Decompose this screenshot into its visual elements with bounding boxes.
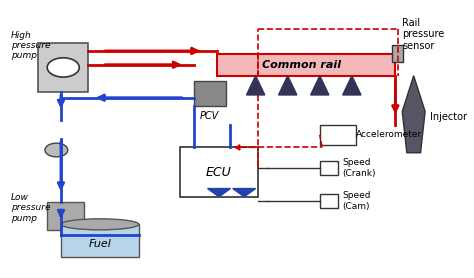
Text: PCV: PCV [200,111,219,121]
Polygon shape [343,76,361,95]
Text: Accelerometer: Accelerometer [356,130,423,139]
Circle shape [47,58,79,77]
Text: Speed
(Crank): Speed (Crank) [343,158,376,178]
Polygon shape [310,76,329,95]
Text: High
pressure
pump: High pressure pump [10,31,50,60]
Text: Low
pressure
pump: Low pressure pump [10,193,50,223]
Text: Rail
pressure
sensor: Rail pressure sensor [402,18,445,51]
FancyBboxPatch shape [320,194,338,208]
Polygon shape [246,76,265,95]
Ellipse shape [61,219,139,230]
FancyBboxPatch shape [38,43,89,92]
Circle shape [45,143,68,157]
FancyBboxPatch shape [392,45,403,62]
Text: Common rail: Common rail [262,60,341,70]
Polygon shape [402,76,425,153]
Text: Fuel: Fuel [89,239,111,249]
FancyBboxPatch shape [320,125,356,145]
FancyBboxPatch shape [320,161,338,175]
FancyBboxPatch shape [61,224,139,257]
FancyBboxPatch shape [194,81,226,106]
Polygon shape [208,188,230,197]
Text: Injector: Injector [430,112,467,122]
Polygon shape [279,76,297,95]
Text: ECU: ECU [206,165,232,178]
FancyBboxPatch shape [217,54,395,76]
Polygon shape [233,188,255,197]
Text: Speed
(Cam): Speed (Cam) [343,191,371,211]
FancyBboxPatch shape [47,202,84,230]
FancyBboxPatch shape [180,147,258,197]
